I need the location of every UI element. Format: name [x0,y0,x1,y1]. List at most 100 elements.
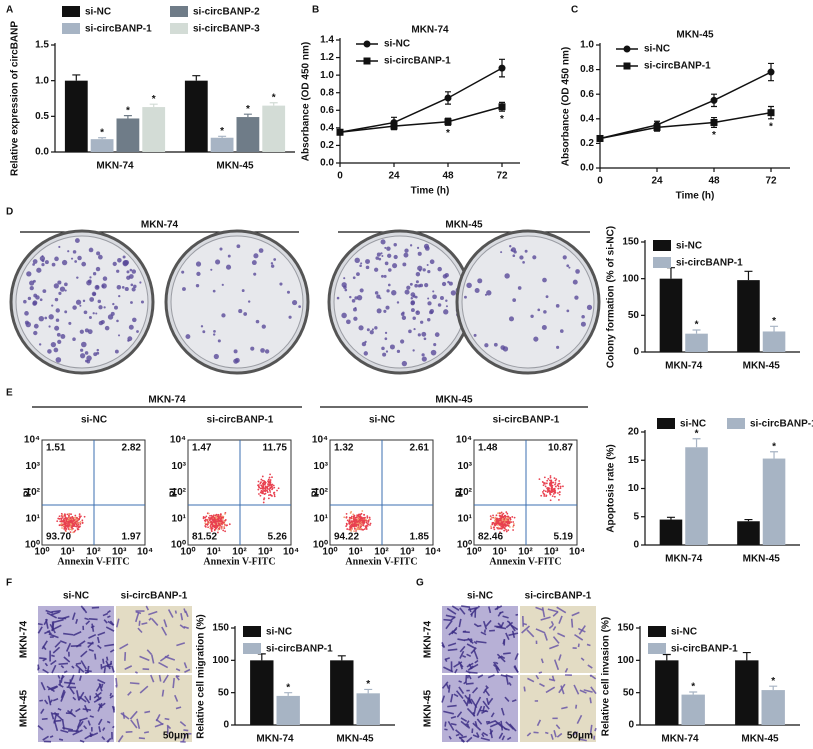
event-dot [204,516,207,519]
cell-streak [508,621,516,632]
colony [423,243,430,249]
colony [415,280,419,284]
legend-label: si-NC [266,627,292,638]
flow-x-tick: 10¹ [207,547,222,558]
cell-streak [37,622,43,626]
colony [82,299,86,303]
cell-streak [79,739,85,743]
event-dot [273,495,276,498]
cell-streak [76,690,80,701]
cell-streak [75,664,85,673]
colony [586,304,593,310]
event-dot [355,516,358,519]
cell-streak [502,615,509,619]
legend-swatch [62,6,80,17]
bar [737,521,760,545]
cell-streak [176,642,186,647]
event-dot [557,487,560,490]
colony [32,259,38,264]
event-dot [217,516,220,519]
event-dot [549,479,551,482]
cell-streak [90,625,95,629]
colony [555,304,560,308]
cell-streak [466,653,472,658]
event-dot [76,517,79,519]
colony [429,259,435,265]
event-dot [551,495,554,498]
event-dot [490,516,493,519]
event-dot [506,522,509,525]
cell-streak [535,628,546,634]
colony [353,307,357,312]
cell-streak [84,617,89,621]
event-dot [73,521,76,524]
y-tick-label: 50 [623,687,635,698]
cell-streak [503,652,511,655]
cell-streak [60,665,65,669]
cell-streak [50,611,60,616]
quadrant-value: 5.19 [554,532,574,543]
bar [330,660,354,725]
x-tick-label: MKN-74 [661,734,699,745]
colony [445,305,448,308]
colony [415,272,421,277]
colony [404,289,410,295]
event-dot [363,513,365,516]
colony [133,284,137,289]
cell-streak [457,638,466,642]
cell-streak [60,689,65,699]
significance-mark: * [152,94,156,105]
colony [437,303,442,307]
event-dot [259,487,262,490]
colony [122,260,129,267]
event-dot [545,482,548,485]
cell-streak [41,717,48,721]
cell-streak [135,610,142,615]
event-dot [67,525,70,528]
event-dot [224,513,226,515]
event-dot [76,519,79,522]
colony [38,315,45,322]
colony [383,309,387,313]
event-dot [267,485,269,488]
cell-streak [536,719,542,727]
cell-streak [485,619,492,627]
event-dot [210,514,213,517]
event-dot [554,485,557,488]
event-dot [77,523,80,526]
y-tick-label: 0.0 [320,158,334,169]
event-dot [68,514,70,517]
y-tick-label: 100 [212,655,229,666]
y-tick-label: 150 [212,623,229,634]
colony [250,346,255,351]
event-dot [270,485,273,488]
colony [541,324,547,330]
event-dot [277,487,280,490]
bar [250,660,274,725]
cell-streak [95,692,100,699]
event-dot [219,520,222,523]
colony [57,280,62,285]
colony [432,290,435,293]
event-dot [56,520,59,523]
colony [227,254,231,258]
cell-streak [42,645,47,651]
cell-streak [513,665,519,673]
event-dot [365,524,368,527]
error-bar [218,135,227,138]
cell-streak [42,657,48,662]
row-label: MKN-45 [19,689,30,727]
colony [54,325,60,331]
error-bar [666,267,675,279]
colony [212,333,216,336]
cell-streak [477,605,481,608]
colony [568,266,571,269]
colony [213,353,219,360]
colony [32,279,36,283]
cell-streak [545,686,556,694]
scale-bar-label: 50μm [163,731,189,742]
event-dot [223,525,226,528]
colony [84,351,89,355]
event-dot [73,530,76,533]
cell-streak [65,642,72,652]
